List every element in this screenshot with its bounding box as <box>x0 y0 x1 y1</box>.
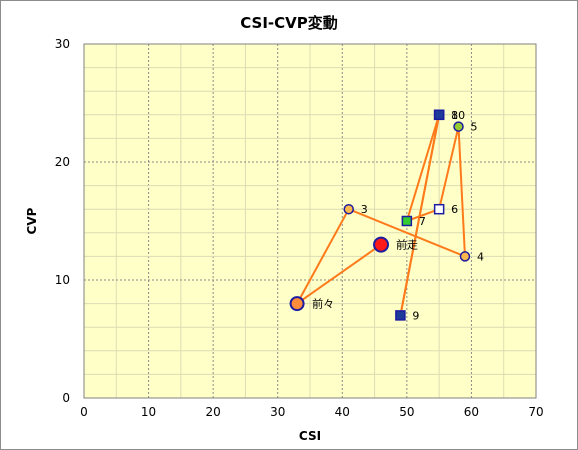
data-label: 前走 <box>396 238 418 252</box>
series-segment <box>296 243 382 305</box>
data-point <box>433 203 445 215</box>
data-point <box>343 203 354 215</box>
x-tick-label: 50 <box>399 405 414 419</box>
series-segment <box>457 126 466 257</box>
series-path <box>296 114 466 316</box>
data-point <box>401 215 413 227</box>
data-label: 4 <box>477 250 484 263</box>
data-label: 3 <box>361 203 368 216</box>
series-segment <box>438 126 460 210</box>
data-point <box>433 109 445 121</box>
data-label: 6 <box>451 203 458 216</box>
data-markers <box>289 109 471 321</box>
data-label: 5 <box>471 121 478 134</box>
tick-labels: 0 10 20 30 40 50 60 70 0 10 20 30 <box>55 37 544 419</box>
x-axis-title: CSI <box>299 429 321 443</box>
data-label: 9 <box>412 309 419 322</box>
data-point <box>395 310 406 321</box>
plot-border <box>83 43 537 399</box>
x-tick-label: 40 <box>335 405 350 419</box>
data-point <box>453 121 464 132</box>
y-tick-label: 20 <box>55 155 70 169</box>
x-tick-label: 0 <box>80 405 88 419</box>
x-tick-label: 10 <box>141 405 156 419</box>
y-tick-label: 10 <box>55 273 70 287</box>
chart-title: CSI-CVP変動 <box>240 14 338 32</box>
data-point <box>289 296 305 312</box>
series-segment <box>399 114 441 316</box>
data-point <box>459 251 471 262</box>
series-segment <box>348 208 466 258</box>
data-label: 7 <box>419 215 426 228</box>
series-segment <box>296 208 350 305</box>
series-segment <box>405 114 441 222</box>
x-tick-label: 60 <box>464 405 479 419</box>
x-tick-label: 30 <box>270 405 285 419</box>
y-axis-title: CVP <box>25 207 39 234</box>
x-tick-label: 20 <box>206 405 221 419</box>
data-label: 10 <box>451 109 465 122</box>
data-label: 前々 <box>312 297 334 311</box>
y-tick-label: 0 <box>62 391 70 405</box>
y-tick-label: 30 <box>55 37 70 51</box>
series-segment <box>406 208 440 222</box>
x-tick-label: 70 <box>528 405 543 419</box>
data-label: 8 <box>451 109 458 122</box>
data-point <box>373 236 390 253</box>
